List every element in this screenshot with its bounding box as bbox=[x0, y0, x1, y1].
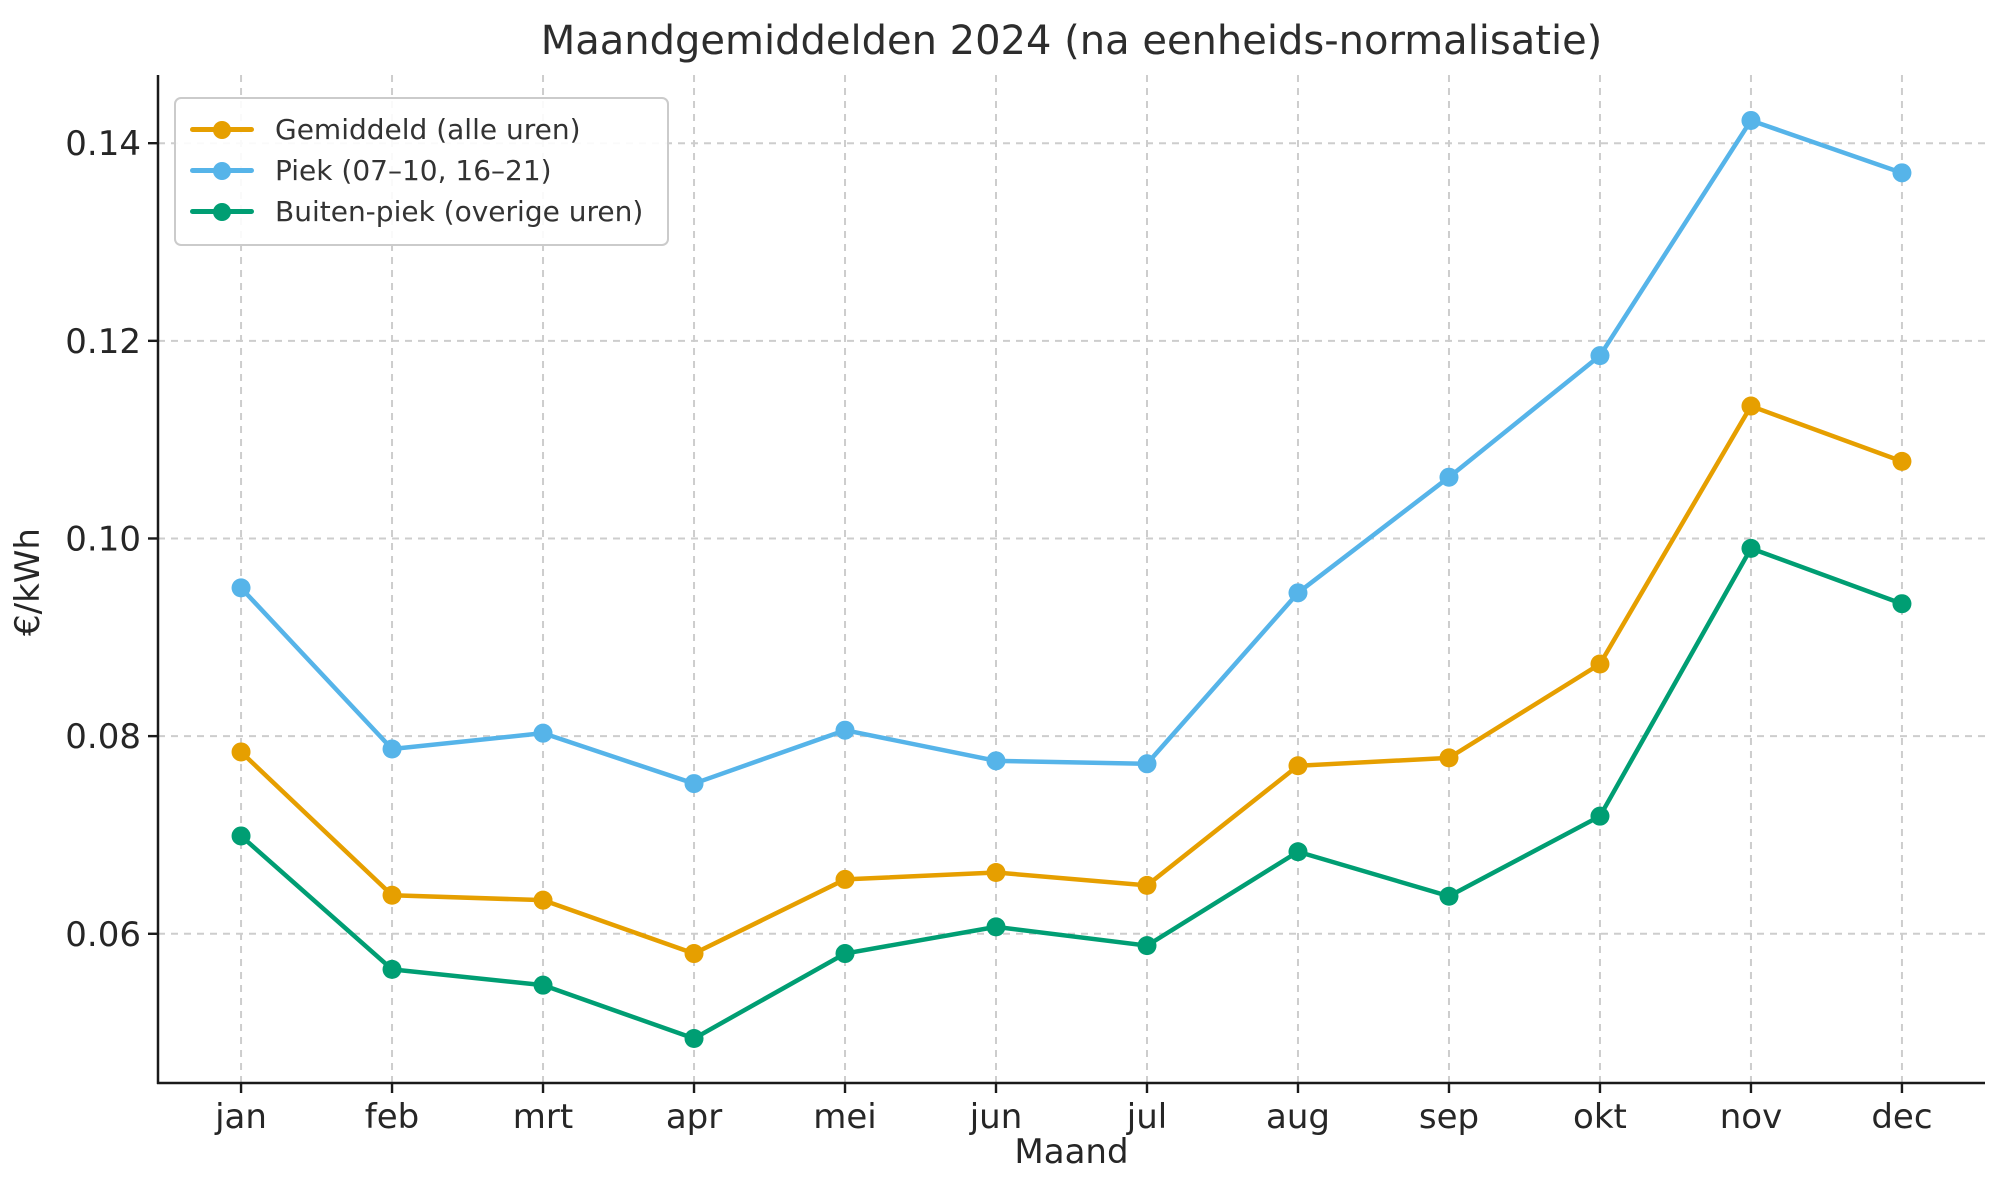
legend-item-label: Buiten-piek (overige uren) bbox=[275, 195, 644, 228]
data-point-marker bbox=[1892, 594, 1912, 614]
y-tick-label-0.08: 0.08 bbox=[65, 717, 141, 757]
x-tick-label-jan: jan bbox=[214, 1097, 267, 1137]
data-point-marker bbox=[1590, 806, 1610, 826]
data-point-marker bbox=[986, 917, 1006, 937]
series-line bbox=[238, 118, 1905, 786]
x-tick-label-okt: okt bbox=[1573, 1097, 1627, 1137]
series-line bbox=[238, 546, 1905, 1041]
data-point-marker bbox=[1741, 538, 1761, 558]
data-point-marker bbox=[533, 723, 553, 743]
data-point-marker bbox=[684, 944, 704, 964]
x-tick-label-sep: sep bbox=[1419, 1097, 1479, 1137]
legend-line-marker-icon bbox=[190, 120, 254, 139]
x-tick-label-dec: dec bbox=[1871, 1097, 1932, 1137]
legend-line-marker-icon bbox=[190, 161, 254, 180]
legend-item-label: Piek (07–10, 16–21) bbox=[275, 154, 552, 187]
x-tick-label-nov: nov bbox=[1720, 1097, 1782, 1137]
data-point-marker bbox=[231, 742, 251, 762]
data-point-marker bbox=[986, 751, 1006, 771]
data-point-marker bbox=[1288, 583, 1308, 603]
x-axis-label: Maand bbox=[1014, 1132, 1129, 1172]
x-tick-label-mrt: mrt bbox=[513, 1097, 573, 1137]
y-tick-label-0.06: 0.06 bbox=[65, 915, 141, 955]
legend: Gemiddeld (alle uren) Piek (07–10, 16–21… bbox=[174, 97, 670, 246]
data-point-marker bbox=[1137, 754, 1157, 774]
legend-item: Piek (07–10, 16–21) bbox=[190, 150, 643, 191]
data-point-marker bbox=[1137, 936, 1157, 956]
x-tick-label-aug: aug bbox=[1266, 1097, 1330, 1137]
y-axis-label: €/kWh bbox=[8, 528, 48, 636]
data-point-marker bbox=[1892, 451, 1912, 471]
data-point-marker bbox=[382, 739, 402, 759]
data-point-marker bbox=[1590, 346, 1610, 366]
data-point-marker bbox=[382, 885, 402, 905]
data-point-marker bbox=[986, 863, 1006, 883]
legend-line-marker-icon bbox=[190, 202, 254, 221]
legend-item: Buiten-piek (overige uren) bbox=[190, 191, 643, 232]
y-tick-label-0.12: 0.12 bbox=[65, 322, 141, 362]
x-tick-label-jul: jul bbox=[1126, 1097, 1167, 1137]
data-point-marker bbox=[231, 826, 251, 846]
y-tick-label-0.10: 0.10 bbox=[65, 519, 141, 559]
data-point-marker bbox=[1439, 748, 1459, 768]
legend-item-label: Gemiddeld (alle uren) bbox=[275, 113, 581, 146]
series-line bbox=[238, 403, 1905, 956]
data-point-marker bbox=[1590, 654, 1610, 674]
data-point-marker bbox=[1288, 756, 1308, 776]
data-point-marker bbox=[382, 959, 402, 979]
legend-item: Gemiddeld (alle uren) bbox=[190, 109, 643, 150]
data-point-marker bbox=[533, 975, 553, 995]
data-point-marker bbox=[1137, 875, 1157, 895]
x-tick-label-feb: feb bbox=[365, 1097, 419, 1137]
data-point-marker bbox=[684, 1029, 704, 1049]
data-point-marker bbox=[684, 774, 704, 794]
data-point-marker bbox=[1741, 110, 1761, 130]
data-point-marker bbox=[533, 890, 553, 910]
data-point-marker bbox=[1288, 842, 1308, 862]
data-point-marker bbox=[1741, 396, 1761, 416]
data-point-marker bbox=[1439, 886, 1459, 906]
data-point-marker bbox=[835, 944, 855, 964]
chart-title: Maandgemiddelden 2024 (na eenheids-norma… bbox=[540, 18, 1603, 64]
x-tick-label-jun: jun bbox=[969, 1097, 1023, 1137]
data-point-marker bbox=[835, 720, 855, 740]
y-tick-label-0.14: 0.14 bbox=[65, 124, 141, 164]
data-point-marker bbox=[1892, 163, 1912, 183]
x-tick-label-mei: mei bbox=[813, 1097, 876, 1137]
data-point-marker bbox=[231, 578, 251, 598]
data-point-marker bbox=[835, 869, 855, 889]
x-tick-label-apr: apr bbox=[666, 1097, 722, 1137]
data-point-marker bbox=[1439, 467, 1459, 487]
